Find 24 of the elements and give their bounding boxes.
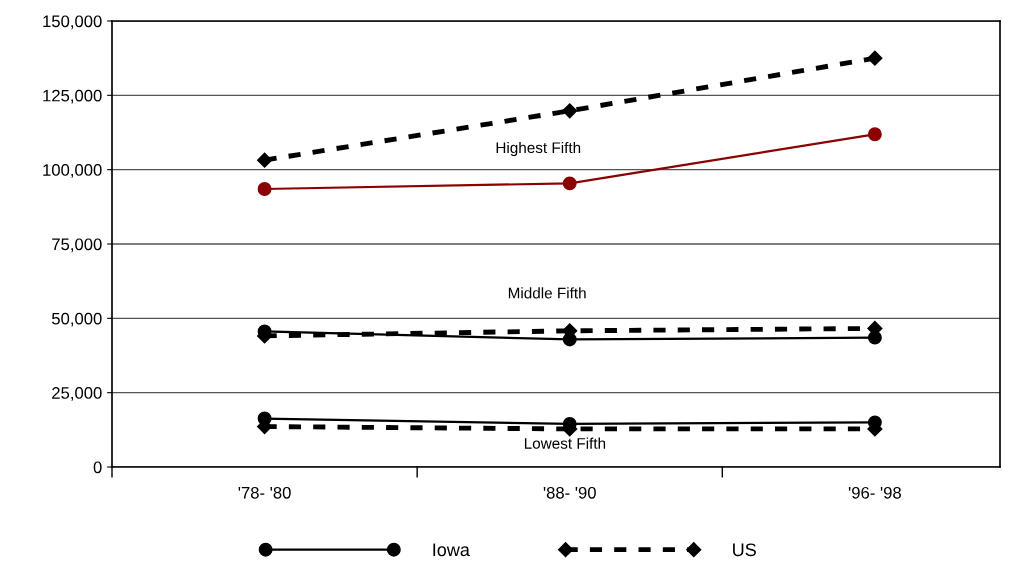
x-tick-label: '88- '90	[543, 486, 596, 499]
y-tick-label: 50,000	[51, 312, 102, 327]
point	[562, 103, 578, 119]
legend-label: Iowa	[433, 543, 470, 557]
y-tick-label: 25,000	[52, 387, 102, 401]
y-tick-label: 75,000	[52, 238, 102, 253]
y-tick-label: 125,000	[43, 89, 102, 104]
x-tick-label: '96- '98	[848, 486, 901, 499]
x-tick-label: '78- '80	[238, 486, 291, 499]
point	[867, 127, 882, 142]
point	[257, 411, 272, 426]
annotation: Middle Fifth	[508, 287, 586, 299]
y-tick-label: 100,000	[43, 164, 102, 178]
point	[562, 332, 577, 347]
point	[867, 330, 882, 345]
point	[257, 182, 272, 196]
y-tick-label: 150,000	[43, 15, 102, 30]
point	[562, 176, 577, 191]
legend-label: US	[733, 543, 756, 557]
annotation: Lowest Fifth	[524, 437, 606, 449]
point	[257, 152, 273, 168]
y-tick-label: 0	[93, 461, 102, 474]
point	[867, 50, 883, 66]
annotation: Highest Fifth	[496, 141, 581, 157]
